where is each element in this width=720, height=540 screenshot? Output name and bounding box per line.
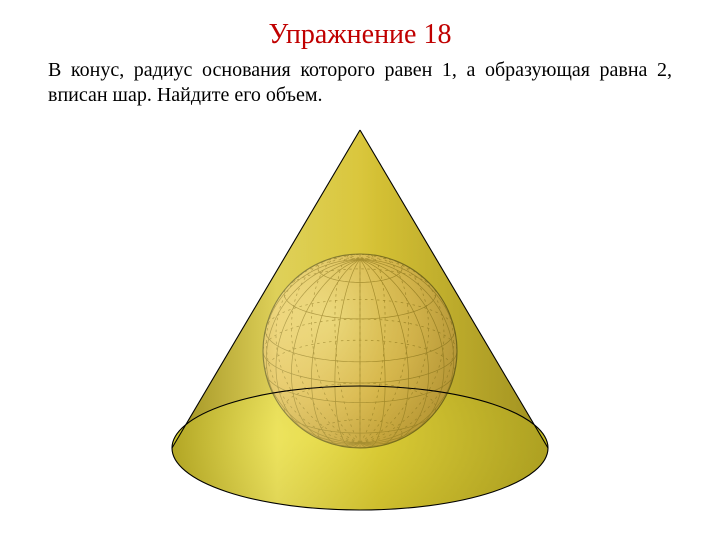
cone-sphere-figure xyxy=(130,118,590,528)
problem-text: В конус, радиус основания которого равен… xyxy=(48,58,672,108)
exercise-title: Упражнение 18 xyxy=(48,18,672,52)
figure-container xyxy=(0,118,720,528)
cone-front-face xyxy=(172,130,548,510)
